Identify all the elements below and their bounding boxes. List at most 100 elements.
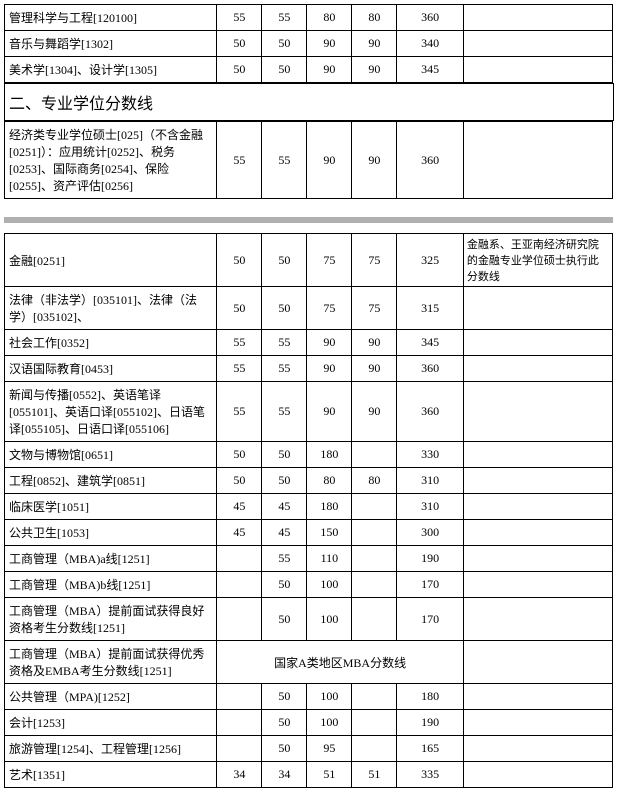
table-row: 会计[1253]50100190 — [5, 710, 613, 736]
score-cell: 55 — [262, 382, 307, 442]
score-cell: 51 — [307, 762, 352, 788]
scores-table-2: 金融[0251]50507575325金融系、王亚南经济研究院的金融专业学位硕士… — [4, 233, 613, 788]
score-cell: 45 — [262, 494, 307, 520]
score-cell: 90 — [352, 330, 397, 356]
row-remark — [463, 31, 612, 57]
score-cell: 55 — [262, 122, 307, 199]
score-cell: 80 — [307, 5, 352, 31]
table-row: 文物与博物馆[0651]5050180330 — [5, 442, 613, 468]
score-cell — [352, 710, 397, 736]
row-label: 公共卫生[1053] — [5, 520, 217, 546]
table-row: 工商管理（MBA)a线[1251]55110190 — [5, 546, 613, 572]
score-cell: 55 — [262, 356, 307, 382]
score-cell: 90 — [307, 31, 352, 57]
row-label: 会计[1253] — [5, 710, 217, 736]
row-remark — [463, 5, 612, 31]
score-cell: 90 — [352, 356, 397, 382]
score-cell: 100 — [307, 598, 352, 641]
row-label: 工商管理（MBA)b线[1251] — [5, 572, 217, 598]
score-cell — [352, 598, 397, 641]
scores-table-1b: 经济类专业学位硕士[025]（不含金融[0251]）：应用统计[0252]、税务… — [4, 121, 613, 199]
score-cell: 75 — [307, 234, 352, 287]
score-cell: 50 — [217, 442, 262, 468]
row-remark — [463, 57, 612, 83]
row-remark — [463, 546, 612, 572]
score-cell: 50 — [217, 287, 262, 330]
score-cell: 75 — [352, 287, 397, 330]
score-cell: 180 — [307, 442, 352, 468]
row-label: 工商管理（MBA）提前面试获得优秀资格及EMBA考生分数线[1251] — [5, 641, 217, 684]
row-label: 金融[0251] — [5, 234, 217, 287]
total-cell: 345 — [397, 330, 463, 356]
total-cell: 170 — [397, 598, 463, 641]
score-cell: 55 — [217, 382, 262, 442]
score-cell: 90 — [307, 356, 352, 382]
score-cell: 90 — [307, 382, 352, 442]
score-cell — [352, 494, 397, 520]
table-row: 公共卫生[1053]4545150300 — [5, 520, 613, 546]
score-cell: 90 — [307, 57, 352, 83]
total-cell: 190 — [397, 710, 463, 736]
score-cell: 110 — [307, 546, 352, 572]
row-remark — [463, 520, 612, 546]
row-remark — [463, 442, 612, 468]
row-label: 文物与博物馆[0651] — [5, 442, 217, 468]
table-row: 艺术[1351]34345151335 — [5, 762, 613, 788]
score-cell — [352, 736, 397, 762]
score-cell: 55 — [217, 356, 262, 382]
row-remark — [463, 641, 612, 684]
row-remark — [463, 122, 612, 199]
score-cell: 34 — [262, 762, 307, 788]
gap2 — [4, 223, 613, 233]
merged-cell: 国家A类地区MBA分数线 — [217, 641, 464, 684]
table-row: 工程[0852]、建筑学[0851]50508080310 — [5, 468, 613, 494]
row-label: 美术学[1304]、设计学[1305] — [5, 57, 217, 83]
score-cell: 80 — [352, 5, 397, 31]
score-cell: 45 — [262, 520, 307, 546]
table-row: 管理科学与工程[120100]55558080360 — [5, 5, 613, 31]
score-cell — [352, 520, 397, 546]
row-label: 旅游管理[1254]、工程管理[1256] — [5, 736, 217, 762]
score-cell: 90 — [352, 122, 397, 199]
total-cell: 360 — [397, 122, 463, 199]
score-cell: 50 — [262, 736, 307, 762]
score-cell: 90 — [352, 382, 397, 442]
total-cell: 360 — [397, 5, 463, 31]
score-cell: 90 — [352, 31, 397, 57]
total-cell: 360 — [397, 382, 463, 442]
score-cell: 50 — [217, 468, 262, 494]
total-cell: 310 — [397, 494, 463, 520]
row-remark — [463, 762, 612, 788]
table-row: 汉语国际教育[0453]55559090360 — [5, 356, 613, 382]
row-remark — [463, 736, 612, 762]
total-cell: 335 — [397, 762, 463, 788]
score-cell: 90 — [307, 122, 352, 199]
row-label: 社会工作[0352] — [5, 330, 217, 356]
row-label: 艺术[1351] — [5, 762, 217, 788]
table-row: 旅游管理[1254]、工程管理[1256]5095165 — [5, 736, 613, 762]
total-cell: 165 — [397, 736, 463, 762]
score-cell: 80 — [307, 468, 352, 494]
table-row: 法律（非法学）[035101]、法律（法学）[035102]、505075753… — [5, 287, 613, 330]
score-cell: 45 — [217, 494, 262, 520]
score-cell: 55 — [217, 330, 262, 356]
score-cell: 180 — [307, 494, 352, 520]
table-row: 社会工作[0352]55559090345 — [5, 330, 613, 356]
score-cell: 90 — [352, 57, 397, 83]
table-row: 美术学[1304]、设计学[1305]50509090345 — [5, 57, 613, 83]
table-row: 工商管理（MBA）提前面试获得良好资格考生分数线[1251]50100170 — [5, 598, 613, 641]
score-cell: 50 — [262, 572, 307, 598]
total-cell: 170 — [397, 572, 463, 598]
section-header: 二、专业学位分数线 — [5, 84, 614, 121]
table-row: 工商管理（MBA）提前面试获得优秀资格及EMBA考生分数线[1251]国家A类地… — [5, 641, 613, 684]
score-cell: 80 — [352, 468, 397, 494]
row-label: 音乐与舞蹈学[1302] — [5, 31, 217, 57]
section-header-table: 二、专业学位分数线 — [4, 83, 614, 121]
total-cell: 315 — [397, 287, 463, 330]
score-cell — [217, 710, 262, 736]
score-cell — [352, 546, 397, 572]
score-cell — [352, 572, 397, 598]
score-cell: 55 — [217, 122, 262, 199]
row-remark — [463, 382, 612, 442]
score-cell: 50 — [262, 710, 307, 736]
